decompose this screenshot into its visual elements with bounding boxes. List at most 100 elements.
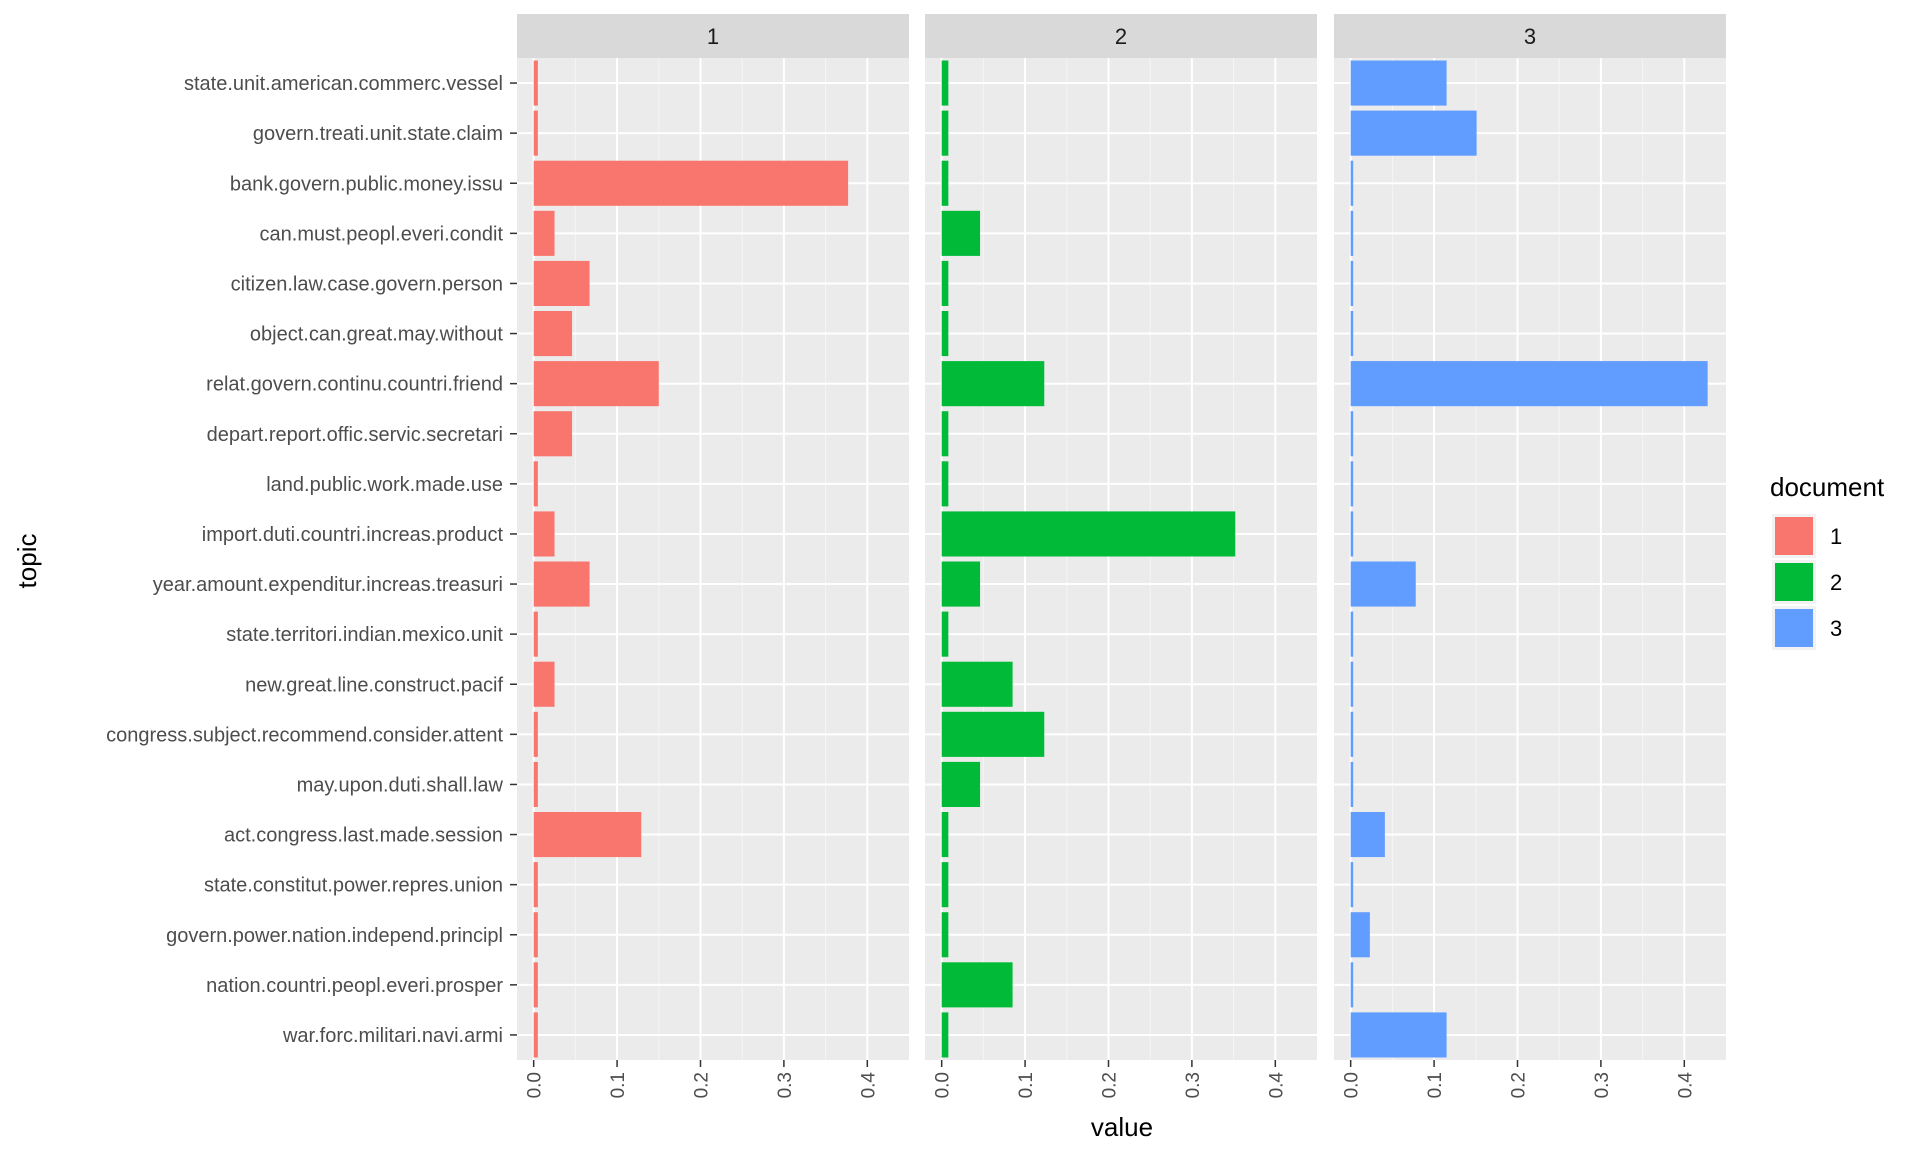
x-tick-label: 0.0 bbox=[933, 1072, 954, 1098]
bar bbox=[1350, 260, 1354, 306]
legend-key-3 bbox=[1775, 609, 1813, 647]
bar bbox=[1350, 411, 1354, 457]
x-tick-label: 0.2 bbox=[691, 1072, 712, 1098]
y-tick-label: act.congress.last.made.session bbox=[224, 825, 503, 847]
bar bbox=[1350, 511, 1354, 557]
y-axis-title: topic bbox=[12, 534, 42, 589]
facet-panel-3: 3 0.0 0.1 0.2 0.3 0.4 bbox=[1334, 14, 1726, 1098]
bar bbox=[941, 461, 949, 507]
bar bbox=[941, 862, 949, 908]
bar bbox=[1350, 561, 1416, 607]
bar bbox=[941, 210, 981, 256]
bar bbox=[1350, 661, 1354, 707]
bar bbox=[941, 912, 949, 958]
y-tick-label: govern.power.nation.independ.principl bbox=[166, 925, 503, 947]
y-tick-label: bank.govern.public.money.issu bbox=[230, 173, 503, 195]
facet-panel-1: 1 0.0 0.1 0.2 0.3 0.4 bbox=[517, 14, 909, 1098]
bar bbox=[1350, 60, 1447, 106]
facet-strip bbox=[517, 14, 909, 58]
legend-label: 3 bbox=[1830, 616, 1842, 641]
bar bbox=[533, 561, 590, 607]
x-tick-label: 0.4 bbox=[1675, 1072, 1696, 1099]
bar bbox=[1350, 110, 1477, 156]
bar bbox=[1350, 912, 1370, 958]
y-tick-label: govern.treati.unit.state.claim bbox=[253, 123, 503, 145]
bar bbox=[533, 661, 555, 707]
bar bbox=[941, 611, 949, 657]
bar bbox=[941, 661, 1013, 707]
panel-background bbox=[925, 58, 1317, 1060]
facet-panel-2: 2 0.0 0.1 0.2 0.3 0.4 bbox=[925, 14, 1317, 1098]
bar bbox=[533, 761, 538, 807]
facet-strip-label: 3 bbox=[1524, 24, 1536, 49]
bar bbox=[1350, 862, 1354, 908]
bar bbox=[533, 511, 555, 557]
bar bbox=[533, 210, 555, 256]
bar bbox=[941, 1012, 949, 1058]
y-tick-label: state.territori.indian.mexico.unit bbox=[226, 624, 503, 646]
facet-strip-label: 1 bbox=[707, 24, 719, 49]
legend-label: 2 bbox=[1830, 570, 1842, 595]
bar bbox=[533, 60, 538, 106]
y-tick-label: citizen.law.case.govern.person bbox=[231, 273, 503, 295]
legend-key-1 bbox=[1775, 517, 1813, 555]
bar bbox=[533, 110, 538, 156]
y-tick-label: object.can.great.may.without bbox=[250, 324, 504, 346]
legend: document 1 2 3 bbox=[1770, 472, 1885, 650]
bar bbox=[941, 160, 949, 206]
x-tick-label: 0.1 bbox=[608, 1072, 629, 1098]
bar bbox=[533, 411, 573, 457]
y-tick-label: import.duti.countri.increas.product bbox=[202, 524, 504, 546]
x-tick-label: 0.0 bbox=[1342, 1072, 1363, 1098]
x-tick-label: 0.3 bbox=[775, 1072, 796, 1098]
legend-title: document bbox=[1770, 472, 1885, 502]
bar bbox=[1350, 361, 1708, 407]
x-tick-label: 0.0 bbox=[525, 1072, 546, 1098]
x-tick-label: 0.1 bbox=[1016, 1072, 1037, 1098]
y-tick-label: nation.countri.peopl.everi.prosper bbox=[206, 975, 503, 997]
bar bbox=[1350, 160, 1354, 206]
facet-strip bbox=[925, 14, 1317, 58]
panel-background bbox=[517, 58, 909, 1060]
y-tick-label: land.public.work.made.use bbox=[266, 474, 503, 496]
panel-background bbox=[1334, 58, 1726, 1060]
facet-strip bbox=[1334, 14, 1726, 58]
facet-strip-label: 2 bbox=[1115, 24, 1127, 49]
bar bbox=[941, 411, 949, 457]
y-tick-label: year.amount.expenditur.increas.treasuri bbox=[153, 574, 503, 596]
bar bbox=[533, 1012, 538, 1058]
bar bbox=[1350, 461, 1354, 507]
bar bbox=[533, 962, 538, 1008]
bar bbox=[1350, 1012, 1447, 1058]
y-tick-label: state.constitut.power.repres.union bbox=[204, 875, 503, 897]
x-tick-label: 0.4 bbox=[1266, 1072, 1287, 1099]
bar bbox=[1350, 311, 1354, 357]
bar bbox=[1350, 210, 1354, 256]
y-tick-label: can.must.peopl.everi.condit bbox=[260, 223, 504, 245]
x-tick-label: 0.3 bbox=[1592, 1072, 1613, 1098]
x-tick-label: 0.3 bbox=[1183, 1072, 1204, 1098]
y-axis: state.unit.american.commerc.vessel govern… bbox=[106, 73, 517, 1047]
x-axis-title: value bbox=[1091, 1112, 1153, 1142]
y-tick-label: new.great.line.construct.pacif bbox=[245, 674, 503, 696]
bar bbox=[533, 260, 590, 306]
legend-label: 1 bbox=[1830, 524, 1842, 549]
y-tick-label: congress.subject.recommend.consider.atte… bbox=[106, 724, 503, 746]
bar bbox=[941, 110, 949, 156]
bar bbox=[533, 461, 538, 507]
bar bbox=[941, 761, 981, 807]
bar bbox=[941, 812, 949, 858]
bar bbox=[1350, 611, 1354, 657]
bar bbox=[941, 260, 949, 306]
bar bbox=[1350, 962, 1354, 1008]
panels-group: 1 0.0 0.1 0.2 0.3 0.4 2 0.0 0.1 0.2 0.3 0.4 3 0.0 0.1 0… bbox=[517, 14, 1726, 1098]
bar bbox=[533, 160, 849, 206]
legend-key-2 bbox=[1775, 563, 1813, 601]
y-tick-label: war.forc.militari.navi.armi bbox=[282, 1025, 503, 1047]
bar bbox=[1350, 812, 1385, 858]
bar bbox=[533, 361, 659, 407]
bar bbox=[941, 361, 1045, 407]
bar bbox=[533, 912, 538, 958]
bar bbox=[1350, 761, 1354, 807]
